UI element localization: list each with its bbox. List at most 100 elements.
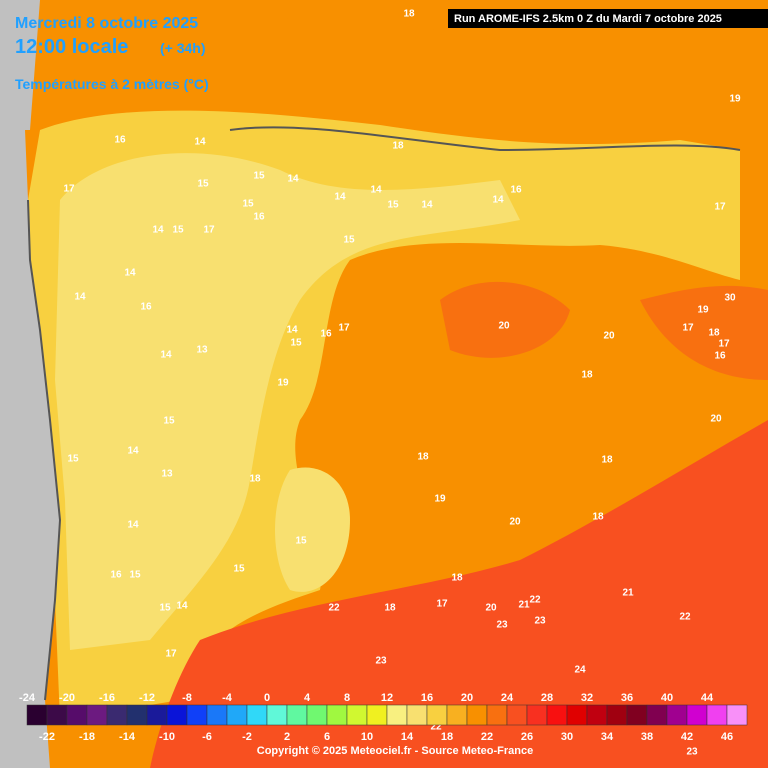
legend-label: -10 [159, 731, 175, 743]
legend-label: -22 [39, 731, 55, 743]
contour-label: 15 [242, 199, 254, 210]
contour-label: 15 [129, 570, 141, 581]
legend-label: 32 [581, 692, 593, 704]
legend-swatch [86, 704, 108, 726]
legend-label: -8 [182, 692, 192, 704]
legend-swatch [186, 704, 208, 726]
legend-label: -14 [119, 731, 136, 743]
field: Températures à 2 mètres (°C) [15, 76, 209, 92]
contour-label: 17 [714, 202, 726, 213]
legend-label: 0 [264, 692, 270, 704]
contour-label: 23 [686, 747, 698, 758]
legend-label: 40 [661, 692, 673, 704]
legend-swatch [586, 704, 608, 726]
legend-label: 6 [324, 731, 330, 743]
legend-swatch [426, 704, 448, 726]
legend-swatch [726, 704, 748, 726]
legend-swatch [46, 704, 68, 726]
contour-label: 13 [196, 345, 208, 356]
legend-label: 10 [361, 731, 373, 743]
contour-label: 20 [603, 331, 615, 342]
legend-swatch [206, 704, 228, 726]
legend-label: -18 [79, 731, 95, 743]
legend-swatch [546, 704, 568, 726]
legend-swatch [566, 704, 588, 726]
contour-label: 19 [277, 378, 289, 389]
contour-label: 20 [509, 517, 521, 528]
contour-label: 23 [534, 616, 546, 627]
legend-swatch [226, 704, 248, 726]
legend-swatch [106, 704, 128, 726]
legend-swatch [126, 704, 148, 726]
contour-label: 17 [436, 599, 448, 610]
legend-label: 36 [621, 692, 633, 704]
contour-label: 14 [124, 268, 136, 279]
contour-label: 16 [253, 212, 265, 223]
contour-label: 18 [403, 9, 415, 20]
contour-label: 15 [159, 603, 171, 614]
legend-swatch [646, 704, 668, 726]
contour-label: 18 [249, 474, 261, 485]
contour-label: 18 [601, 455, 613, 466]
legend-label: 18 [441, 731, 453, 743]
legend-swatch [346, 704, 368, 726]
contour-label: 19 [729, 94, 741, 105]
contour-label: 15 [233, 564, 245, 575]
sea [0, 0, 60, 768]
legend-swatch [506, 704, 528, 726]
contour-label: 14 [287, 174, 299, 185]
contour-label: 16 [320, 329, 332, 340]
contour-label: 16 [510, 185, 522, 196]
contour-label: 15 [253, 171, 265, 182]
contour-label: 14 [194, 137, 206, 148]
contour-label: 15 [343, 235, 355, 246]
legend-label: 16 [421, 692, 433, 704]
contour-label: 23 [496, 620, 508, 631]
contour-label: 15 [197, 179, 209, 190]
legend-label: 22 [481, 731, 493, 743]
legend-swatch [246, 704, 268, 726]
contour-label: 22 [679, 612, 691, 623]
contour-label: 17 [63, 184, 75, 195]
contour-label: 19 [434, 494, 446, 505]
legend-swatch [266, 704, 288, 726]
legend-label: 14 [401, 731, 414, 743]
legend-swatch [706, 704, 728, 726]
contour-label: 18 [708, 328, 720, 339]
contour-label: 15 [290, 338, 302, 349]
plateau [275, 467, 350, 592]
contour-label: 22 [529, 595, 541, 606]
legend-swatch [166, 704, 188, 726]
legend-swatch [366, 704, 388, 726]
contour-label: 16 [110, 570, 122, 581]
contour-label: 15 [387, 200, 399, 211]
contour-label: 15 [67, 454, 79, 465]
legend-swatch [406, 704, 428, 726]
contour-label: 17 [338, 323, 350, 334]
contour-label: 24 [574, 665, 586, 676]
coolest-region [55, 153, 520, 650]
legend-label: -2 [242, 731, 252, 743]
contour-label: 17 [203, 225, 215, 236]
legend-label: 38 [641, 731, 653, 743]
legend-swatch [606, 704, 628, 726]
time: 12:00 locale [15, 36, 128, 58]
copyright: Copyright © 2025 Meteociel.fr - Source M… [257, 745, 533, 757]
contour-label: 18 [581, 370, 593, 381]
legend-label: 28 [541, 692, 553, 704]
legend-swatch [626, 704, 648, 726]
contour-label: 20 [710, 414, 722, 425]
contour-label: 21 [622, 588, 634, 599]
date: Mercredi 8 octobre 2025 [15, 15, 198, 32]
legend-swatch [686, 704, 708, 726]
contour-label: 17 [682, 323, 694, 334]
contour-label: 15 [163, 416, 175, 427]
run-box [448, 9, 768, 28]
legend-label: -24 [19, 692, 36, 704]
contour-label: 14 [160, 350, 172, 361]
contour-label: 20 [498, 321, 510, 332]
contour-label: 22 [328, 603, 340, 614]
legend-swatch [466, 704, 488, 726]
contour-label: 21 [518, 600, 530, 611]
